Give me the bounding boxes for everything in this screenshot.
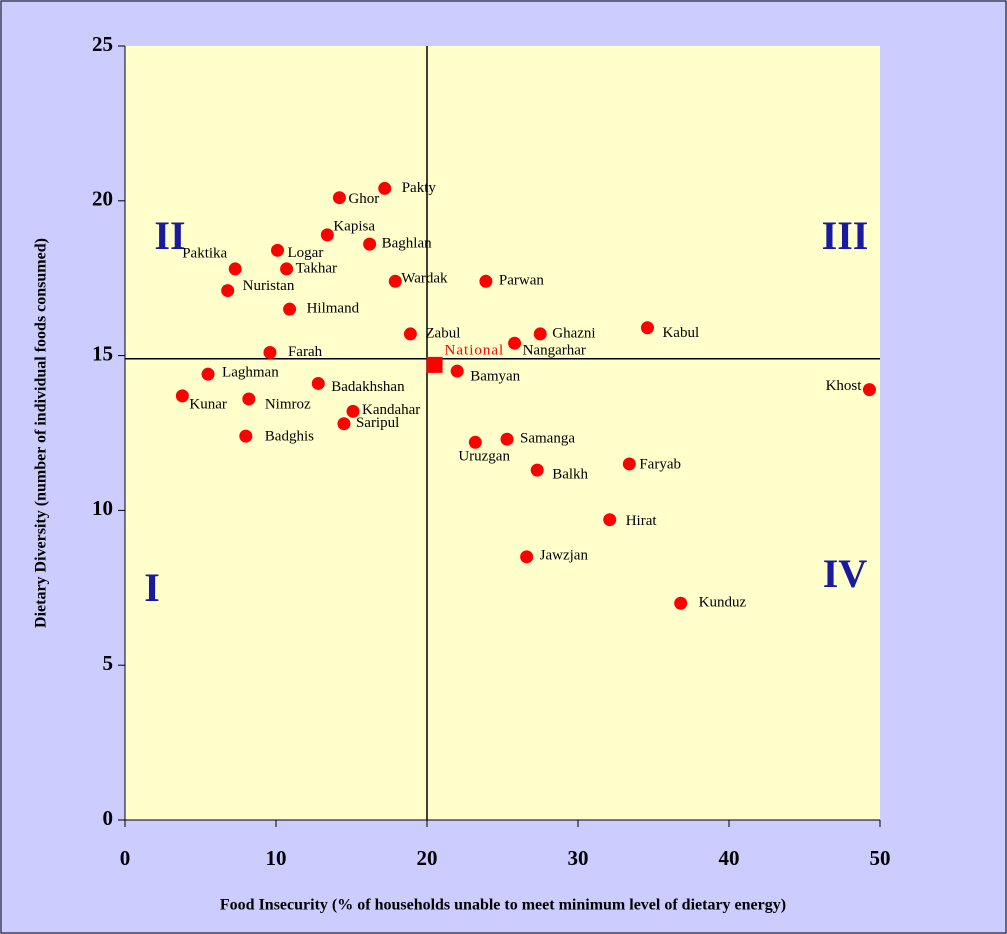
point xyxy=(363,237,377,251)
x-tick-label: 40 xyxy=(719,846,740,870)
point xyxy=(622,457,636,471)
x-tick-label: 20 xyxy=(417,846,438,870)
point-label: Takhar xyxy=(296,260,337,276)
point-label: Bamyan xyxy=(470,369,520,385)
point-label: Ghor xyxy=(348,191,379,207)
point-label: Logar xyxy=(288,245,324,261)
point xyxy=(862,383,876,397)
point-label: Kandahar xyxy=(362,402,420,418)
y-axis-label: Dietary Diversity (number of individual … xyxy=(33,238,50,628)
point xyxy=(263,346,277,360)
point-label: Badakhshan xyxy=(331,379,405,395)
y-tick-label: 20 xyxy=(92,187,113,211)
point xyxy=(221,284,235,298)
point-label: Kunar xyxy=(189,396,227,412)
point-label: Balkh xyxy=(552,467,588,483)
point xyxy=(468,435,482,449)
point-label: Nangarhar xyxy=(523,343,586,359)
point xyxy=(530,463,544,477)
point-label: Laghman xyxy=(222,365,279,381)
point xyxy=(346,404,360,418)
point-label: Farah xyxy=(288,344,323,360)
point-label: Paktika xyxy=(182,245,227,261)
point-label: Jawzjan xyxy=(540,547,589,563)
y-tick-label: 10 xyxy=(92,496,113,520)
point xyxy=(674,596,688,610)
point xyxy=(508,336,522,350)
y-tick-label: 15 xyxy=(92,341,113,365)
point xyxy=(337,417,351,431)
national-point xyxy=(426,356,443,373)
point xyxy=(403,327,417,341)
quadrant-label: I xyxy=(144,565,160,610)
point xyxy=(378,181,392,195)
quadrant-label: III xyxy=(822,213,869,258)
point-label: Kapisa xyxy=(333,218,375,234)
point xyxy=(603,513,617,527)
point xyxy=(450,364,464,378)
point xyxy=(271,243,285,257)
point-label: Baghlan xyxy=(382,236,432,252)
quadrant-label: IV xyxy=(823,551,868,596)
point xyxy=(201,367,215,381)
quadrant-label: II xyxy=(154,213,185,258)
point-label: Parwan xyxy=(499,273,544,289)
point xyxy=(242,392,256,406)
point-label: Faryab xyxy=(639,456,681,472)
point xyxy=(640,321,654,335)
x-tick-label: 10 xyxy=(266,846,287,870)
point xyxy=(533,327,547,341)
plot-area xyxy=(125,46,880,820)
y-tick-label: 25 xyxy=(92,32,113,56)
point-label: Badghis xyxy=(265,429,314,445)
point-label: Ghazni xyxy=(552,325,595,341)
y-tick-label: 0 xyxy=(103,806,114,830)
point xyxy=(388,274,402,288)
point-label: Wardak xyxy=(401,271,448,287)
national-label: National xyxy=(445,342,505,358)
point xyxy=(320,228,334,242)
x-tick-label: 30 xyxy=(568,846,589,870)
point xyxy=(500,432,514,446)
point xyxy=(520,550,534,564)
point-label: Saripul xyxy=(356,415,399,431)
point-label: Khost xyxy=(826,378,863,394)
x-axis-label: Food Insecurity (% of households unable … xyxy=(220,897,786,914)
point-label: Hirat xyxy=(626,513,658,529)
point-label: Pakty xyxy=(402,180,437,196)
point xyxy=(175,389,189,403)
point-label: Nimroz xyxy=(265,396,311,412)
point-label: Uruzgan xyxy=(458,449,510,465)
point-label: Nuristan xyxy=(243,278,295,294)
point xyxy=(311,376,325,390)
point xyxy=(479,274,493,288)
point xyxy=(228,262,242,276)
point xyxy=(332,191,346,205)
point xyxy=(283,302,297,316)
point-label: Kabul xyxy=(662,325,699,341)
point xyxy=(239,429,253,443)
point xyxy=(280,262,294,276)
y-tick-label: 5 xyxy=(103,651,114,675)
point-label: Samanga xyxy=(520,431,575,447)
x-tick-label: 50 xyxy=(870,846,891,870)
point-label: Zabul xyxy=(425,325,460,341)
x-tick-label: 0 xyxy=(120,846,131,870)
point-label: Kunduz xyxy=(699,595,747,611)
point-label: Hilmand xyxy=(307,301,360,317)
